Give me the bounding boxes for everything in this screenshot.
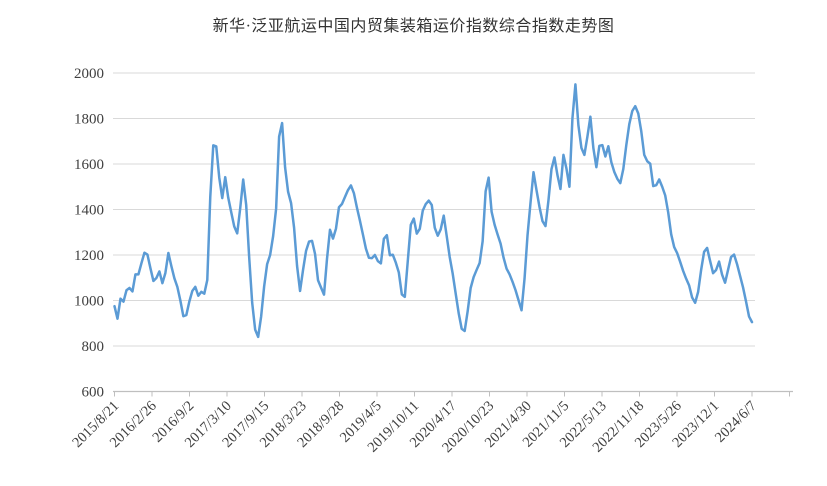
y-tick-label: 2000 <box>74 66 104 82</box>
y-tick-label: 1400 <box>74 203 104 219</box>
y-tick-label: 1800 <box>74 112 104 128</box>
y-tick-label: 1000 <box>74 294 104 310</box>
y-tick-label: 600 <box>82 385 105 401</box>
y-tick-label: 800 <box>82 339 105 355</box>
gridlines <box>113 72 755 347</box>
chart-title: 新华·泛亚航运中国内贸集装箱运价指数综合指数走势图 <box>212 18 615 35</box>
y-axis-labels: 600 800 1000 1200 1400 1600 1800 2000 <box>74 66 104 401</box>
x-axis <box>113 390 793 397</box>
series-line <box>113 83 754 339</box>
y-tick-label: 1600 <box>74 157 104 173</box>
series-group <box>113 83 754 339</box>
y-tick-label: 1200 <box>74 248 104 264</box>
x-axis-labels: 2015/8/212016/2/262016/9/22017/3/102017/… <box>69 398 759 456</box>
x-tick-label: 2024/6/7 <box>712 398 760 446</box>
